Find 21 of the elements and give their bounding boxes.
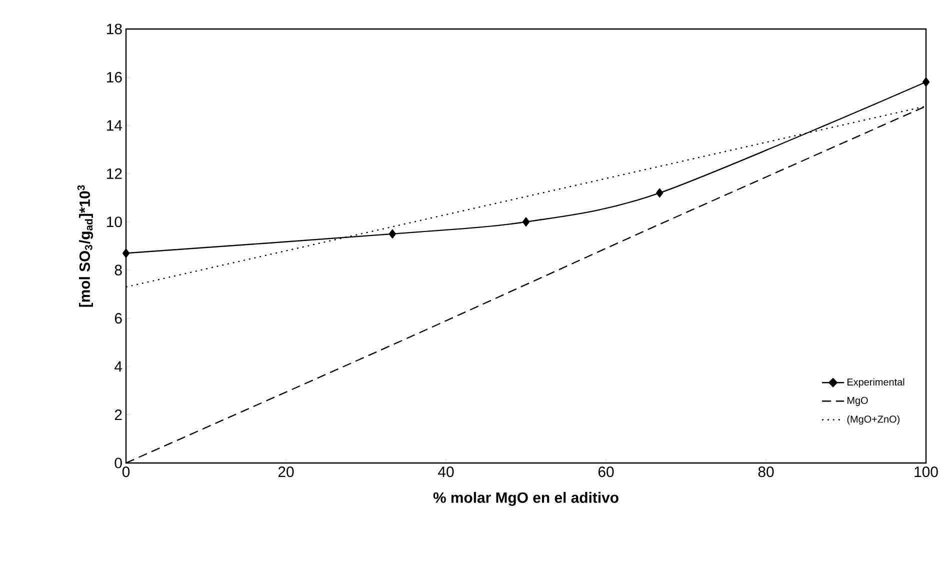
y-tick-label: 6 [114,313,122,324]
x-tick-label: 60 [598,466,614,478]
legend-label: Experimental [848,378,904,388]
y-tick-label: 10 [107,216,122,228]
y-tick-label: 8 [114,264,122,276]
x-tick-label: 40 [438,466,454,478]
y-tick-label: 2 [114,410,122,420]
legend-label: MgO [848,396,868,406]
x-tick-label: 100 [914,466,938,478]
y-tick-label: 14 [107,120,122,131]
x-axis-title: % molar MgO en el aditivo [433,492,618,506]
y-tick-label: 12 [107,168,122,179]
legend-label: (MgO+ZnO) [847,415,900,425]
y-tick-label: 18 [107,24,122,34]
y-tick-label: 0 [114,458,122,468]
x-tick-label: 0 [122,466,130,478]
y-tick-label: 4 [114,361,122,372]
y-tick-label: 16 [107,72,122,82]
x-tick-label: 80 [758,466,774,478]
x-tick-label: 20 [278,466,294,478]
y-axis-title: [mol SO$_{3}$/g$_{ad}$]*10$^{3}$ [77,185,94,307]
